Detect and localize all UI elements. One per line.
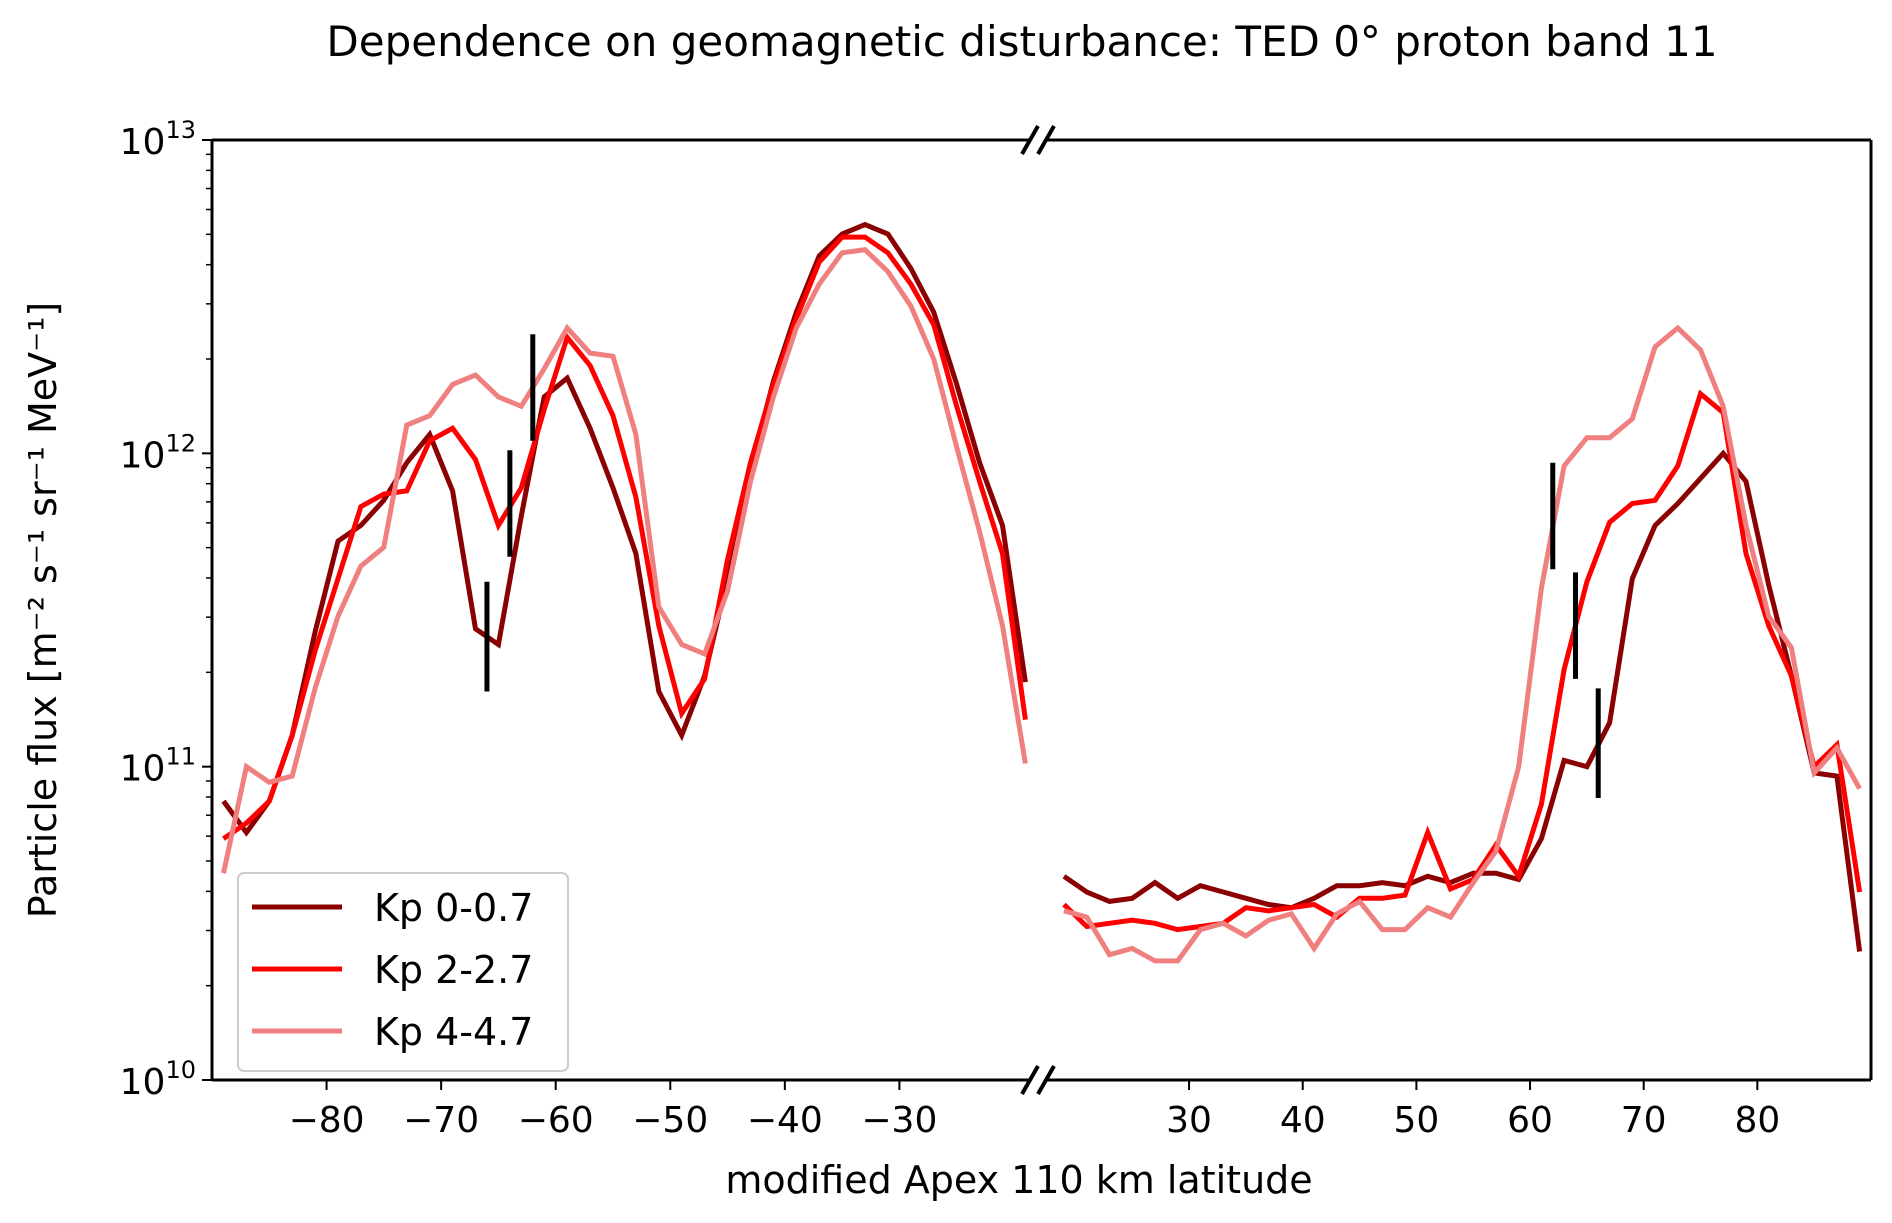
x-tick-label: 60 <box>1507 1100 1553 1141</box>
series-line-1-left <box>221 221 1028 837</box>
y-tick-base: 10 <box>120 435 166 476</box>
x-tick-label: 40 <box>1280 1100 1326 1141</box>
series-line-2-left <box>222 234 1028 841</box>
x-tick-label: −60 <box>518 1100 594 1141</box>
x-tick-label: −50 <box>632 1100 708 1141</box>
y-tick-exponent: 11 <box>165 743 196 771</box>
y-tick-label: 1012 <box>120 429 196 476</box>
y-tick-base: 10 <box>120 749 166 790</box>
series-line-3-right <box>1063 324 1862 964</box>
legend-box <box>237 872 569 1072</box>
axis-break-mark <box>1020 125 1040 155</box>
axis-break-mark <box>1036 1065 1056 1095</box>
y-tick-base: 10 <box>120 122 166 163</box>
legend-label-3: Kp 4-4.7 <box>374 1010 533 1054</box>
y-tick-label: 1010 <box>120 1056 196 1103</box>
chart-title: Dependence on geomagnetic disturbance: T… <box>326 17 1717 66</box>
x-tick-label: 80 <box>1734 1100 1780 1141</box>
x-tick-label: −40 <box>747 1100 823 1141</box>
y-tick-exponent: 12 <box>165 429 196 457</box>
x-tick-label: −70 <box>403 1100 479 1141</box>
series-line-1-right <box>1062 449 1863 952</box>
x-tick-label: 50 <box>1393 1100 1439 1141</box>
x-tick-label: −80 <box>289 1100 365 1141</box>
legend: Kp 0-0.7 Kp 2-2.7 Kp 4-4.7 <box>237 872 569 1072</box>
y-tick-exponent: 13 <box>165 116 196 144</box>
x-tick-label: 30 <box>1166 1100 1212 1141</box>
x-tick-label: 70 <box>1621 1100 1667 1141</box>
axis-break-mark <box>1020 1065 1040 1095</box>
legend-label-1: Kp 0-0.7 <box>374 886 533 930</box>
y-tick-label: 1013 <box>120 116 196 163</box>
x-tick-label: −30 <box>861 1100 937 1141</box>
axis-break-mark <box>1036 125 1056 155</box>
series-line-3-left <box>221 247 1028 874</box>
y-tick-exponent: 10 <box>165 1056 196 1084</box>
y-tick-label: 1011 <box>120 743 196 790</box>
y-tick-base: 10 <box>120 1062 166 1103</box>
x-axis-label: modified Apex 110 km latitude <box>725 1158 1312 1202</box>
y-axis-label: Particle flux [m⁻² s⁻¹ sr⁻¹ MeV⁻¹] <box>21 302 65 919</box>
legend-label-2: Kp 2-2.7 <box>374 948 533 992</box>
